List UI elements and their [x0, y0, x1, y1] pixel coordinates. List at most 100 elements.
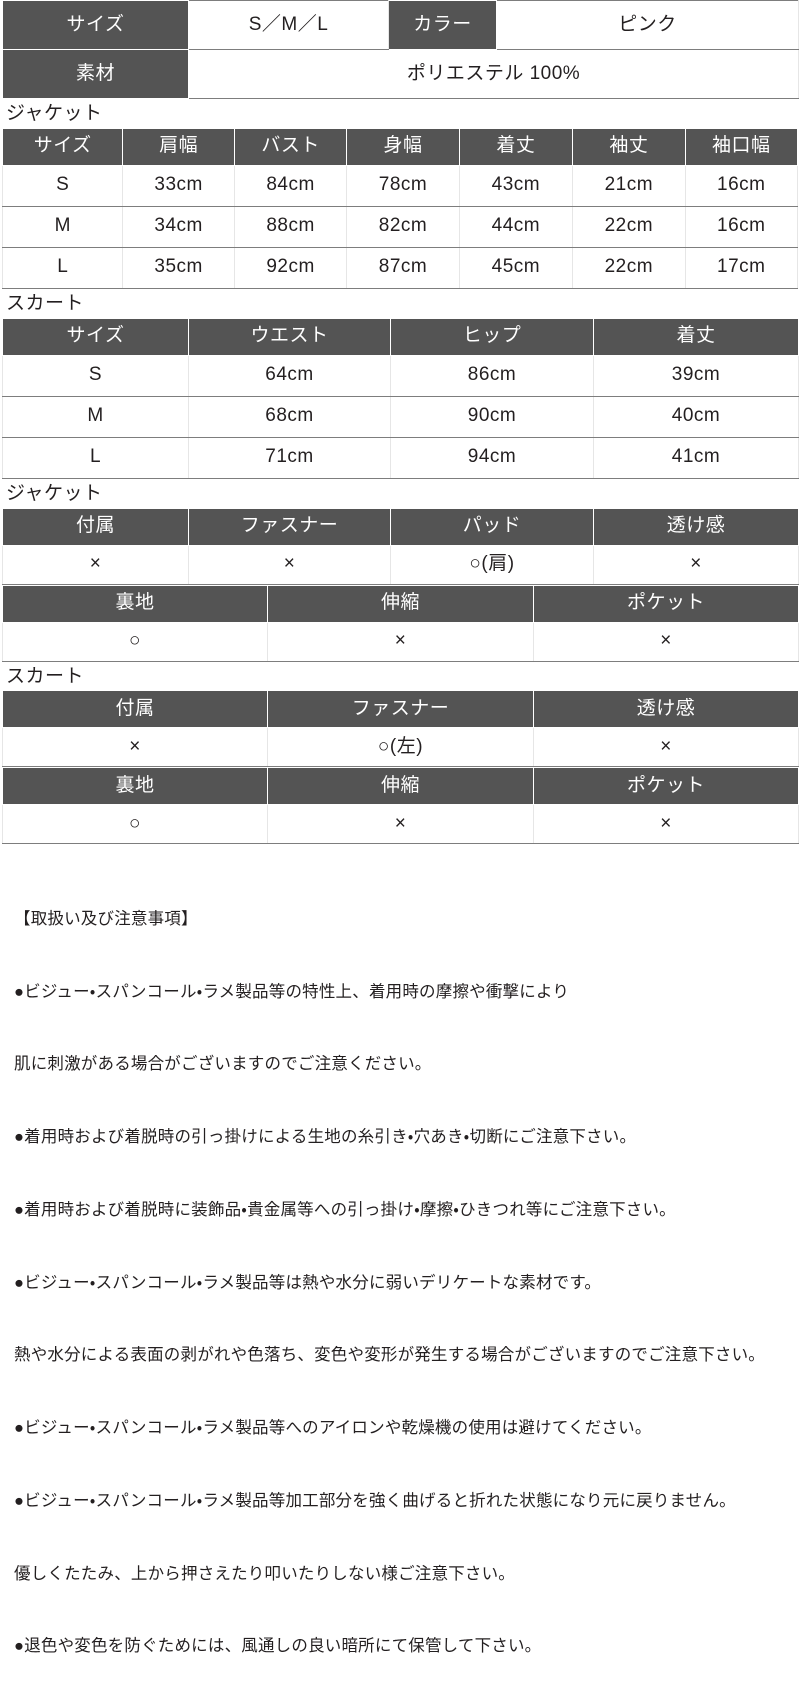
- table-row: ○ × ×: [2, 804, 799, 845]
- table-row: × × ○(肩) ×: [2, 544, 799, 585]
- cell: ×: [267, 621, 534, 662]
- spec-label-material: 素材: [2, 49, 189, 99]
- notes-line: ●ビジュー・スパンコール・ラメ製品等は熱や水分に弱いデリケートな素材です。: [14, 1273, 602, 1292]
- cell: 22cm: [572, 246, 686, 289]
- cell: 44cm: [458, 205, 574, 248]
- cell: 86cm: [390, 354, 594, 397]
- notes-line: ●ビジュー・スパンコール・ラメ製品等の特性上、着用時の摩擦や衝撃により: [14, 982, 570, 1001]
- col-header-accessory: 付属: [2, 507, 189, 546]
- notes-line: ●ビジュー・スパンコール・ラメ製品等加工部分を強く曲げると折れた状態になり元に戻…: [14, 1491, 736, 1510]
- cell: ×: [533, 727, 799, 768]
- table-row: S 64cm 86cm 39cm: [2, 354, 799, 397]
- col-header-lining: 裏地: [2, 584, 268, 623]
- table-row: ○ × ×: [2, 621, 799, 662]
- cell: ×: [533, 621, 799, 662]
- section-caption-skirt-measurements: スカート: [0, 288, 800, 318]
- col-header-bust: バスト: [233, 127, 348, 166]
- cell: 71cm: [188, 436, 391, 479]
- col-header-sheerness: 透け感: [593, 507, 799, 546]
- notes-line: ●着用時および着脱時の引っ掛けによる生地の糸引き・穴あき・切断にご注意下さい。: [14, 1128, 637, 1147]
- notes-title: 【取扱い及び注意事項】: [14, 909, 198, 928]
- col-header-size: サイズ: [2, 317, 189, 356]
- cell: ○: [2, 804, 268, 845]
- col-header-length: 着丈: [458, 127, 574, 166]
- col-header-pocket: ポケット: [533, 767, 799, 806]
- table-row: サイズ S／M／L カラー ピンク: [2, 0, 799, 50]
- notes-line: ●着用時および着脱時に装飾品・貴金属等への引っ掛け・摩擦・ひきつれ等にご注意下さ…: [14, 1200, 676, 1219]
- cell: ○(左): [267, 727, 534, 768]
- jacket-measurement-table: サイズ 肩幅 バスト 身幅 着丈 袖丈 袖口幅 S 33cm 84cm 78cm…: [1, 127, 799, 289]
- cell: 21cm: [572, 164, 686, 207]
- care-instructions: 【取扱い及び注意事項】 ●ビジュー・スパンコール・ラメ製品等の特性上、着用時の摩…: [0, 844, 800, 1707]
- notes-line: 熱や水分による表面の剥がれや色落ち、変色や変形が発生する場合がございますのでご注…: [14, 1346, 766, 1365]
- cell: M: [1, 205, 124, 248]
- section-caption-skirt-details: スカート: [0, 661, 800, 691]
- jacket-detail-table-a: 付属 ファスナー パッド 透け感 × × ○(肩) ×: [2, 507, 799, 585]
- table-header-row: 付属 ファスナー パッド 透け感: [2, 507, 799, 546]
- notes-line: 優しくたたみ、上から押さえたり叩いたりしない様ご注意下さい。: [14, 1564, 515, 1583]
- skirt-detail-table-b: 裏地 伸縮 ポケット ○ × ×: [2, 767, 799, 845]
- cell: 87cm: [346, 246, 460, 289]
- cell: S: [1, 164, 124, 207]
- col-header-waist: ウエスト: [188, 317, 391, 356]
- cell: ×: [593, 544, 799, 585]
- col-header-shoulder: 肩幅: [122, 127, 235, 166]
- cell: ○(肩): [390, 544, 594, 585]
- spec-label-size: サイズ: [2, 0, 189, 50]
- cell: 88cm: [233, 205, 348, 248]
- cell: 64cm: [188, 354, 391, 397]
- cell: 40cm: [593, 395, 799, 438]
- cell: 90cm: [390, 395, 594, 438]
- col-header-sheerness: 透け感: [533, 690, 799, 729]
- skirt-detail-table-a: 付属 ファスナー 透け感 × ○(左) ×: [2, 690, 799, 768]
- col-header-stretch: 伸縮: [267, 584, 534, 623]
- cell: L: [2, 436, 189, 479]
- cell: 84cm: [233, 164, 348, 207]
- col-header-stretch: 伸縮: [267, 767, 534, 806]
- col-header-length: 着丈: [593, 317, 799, 356]
- cell: 78cm: [346, 164, 460, 207]
- cell: ×: [2, 727, 268, 768]
- cell: 45cm: [458, 246, 574, 289]
- col-header-body-width: 身幅: [346, 127, 460, 166]
- cell: ×: [188, 544, 391, 585]
- cell: 34cm: [122, 205, 235, 248]
- table-header-row: 裏地 伸縮 ポケット: [2, 767, 799, 806]
- col-header-pad: パッド: [390, 507, 594, 546]
- table-row: × ○(左) ×: [2, 727, 799, 768]
- cell: 92cm: [233, 246, 348, 289]
- table-header-row: 付属 ファスナー 透け感: [2, 690, 799, 729]
- table-row: S 33cm 84cm 78cm 43cm 21cm 16cm: [1, 164, 799, 207]
- notes-line: 肌に刺激がある場合がございますのでご注意ください。: [14, 1055, 432, 1074]
- skirt-measurement-table: サイズ ウエスト ヒップ 着丈 S 64cm 86cm 39cm M 68cm …: [2, 317, 799, 479]
- table-header-row: 裏地 伸縮 ポケット: [2, 584, 799, 623]
- spec-label-color: カラー: [388, 0, 497, 50]
- spec-value-material: ポリエステル 100%: [188, 49, 799, 99]
- table-row: M 68cm 90cm 40cm: [2, 395, 799, 438]
- cell: 94cm: [390, 436, 594, 479]
- spec-value-size: S／M／L: [188, 0, 389, 50]
- product-spec-table: サイズ S／M／L カラー ピンク 素材 ポリエステル 100%: [2, 0, 799, 99]
- cell: 68cm: [188, 395, 391, 438]
- cell: 82cm: [346, 205, 460, 248]
- cell: M: [2, 395, 189, 438]
- col-header-fastener: ファスナー: [267, 690, 534, 729]
- col-header-hip: ヒップ: [390, 317, 594, 356]
- col-header-cuff-width: 袖口幅: [684, 127, 799, 166]
- cell: 16cm: [684, 205, 799, 248]
- cell: 22cm: [572, 205, 686, 248]
- notes-line: ●ビジュー・スパンコール・ラメ製品等へのアイロンや乾燥機の使用は避けてください。: [14, 1419, 652, 1438]
- col-header-fastener: ファスナー: [188, 507, 391, 546]
- col-header-pocket: ポケット: [533, 584, 799, 623]
- cell: ×: [267, 804, 534, 845]
- table-row: L 71cm 94cm 41cm: [2, 436, 799, 479]
- table-row: 素材 ポリエステル 100%: [2, 49, 799, 99]
- cell: 16cm: [684, 164, 799, 207]
- col-header-accessory: 付属: [2, 690, 268, 729]
- cell: 43cm: [458, 164, 574, 207]
- cell: S: [2, 354, 189, 397]
- cell: ×: [533, 804, 799, 845]
- col-header-size: サイズ: [1, 127, 124, 166]
- cell: 33cm: [122, 164, 235, 207]
- cell: 17cm: [684, 246, 799, 289]
